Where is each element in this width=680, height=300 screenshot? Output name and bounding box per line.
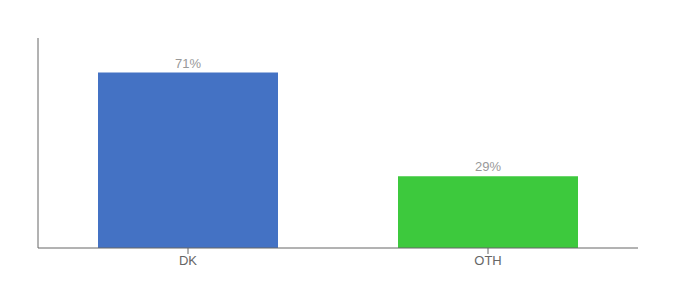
svg-text:71%: 71% [175,56,201,71]
svg-text:DK: DK [179,253,197,268]
svg-text:29%: 29% [475,159,501,174]
svg-text:OTH: OTH [474,253,501,268]
